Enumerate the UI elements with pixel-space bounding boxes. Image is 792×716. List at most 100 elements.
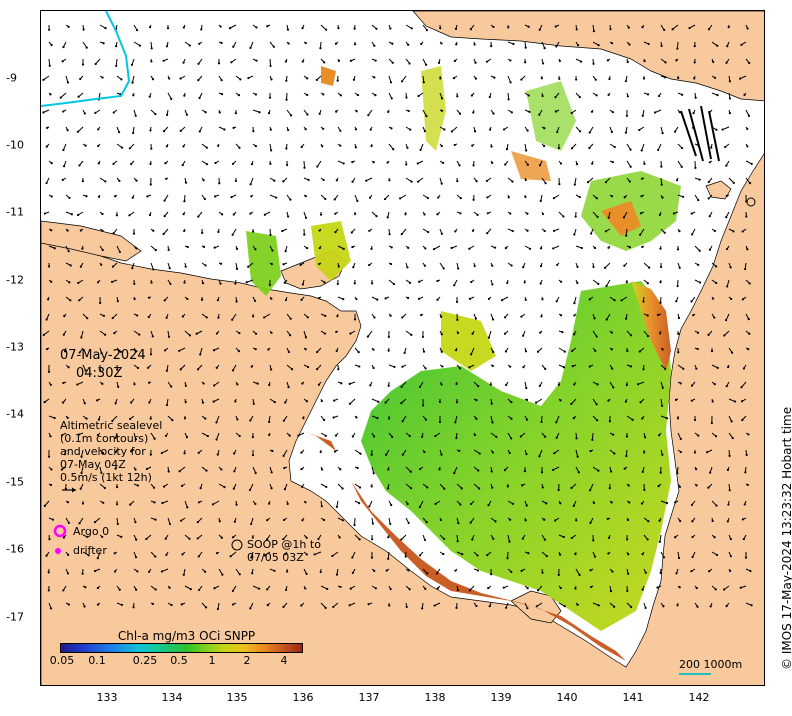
velocity-arrow-head — [154, 518, 157, 521]
velocity-arrow — [252, 109, 260, 113]
velocity-arrow-head — [624, 400, 627, 403]
velocity-arrow-head — [539, 199, 542, 203]
lon-tick-133: 133 — [96, 691, 118, 704]
velocity-arrow-head — [440, 97, 444, 100]
velocity-arrow-head — [708, 248, 712, 251]
drifter-dot-icon — [55, 547, 61, 554]
velocity-arrow-head — [716, 366, 719, 369]
velocity-arrow-head — [438, 468, 441, 471]
velocity-arrow-head — [165, 316, 168, 319]
velocity-arrow-head — [48, 538, 51, 541]
velocity-arrow-head — [149, 183, 152, 186]
velocity-arrow-head — [558, 77, 561, 80]
velocity-arrow-head — [526, 129, 529, 132]
velocity-arrow-head — [148, 401, 151, 404]
velocity-arrow-head — [257, 587, 261, 590]
velocity-arrow-head — [366, 335, 369, 338]
altimetry-line-1: Altimetric sealevel — [60, 419, 163, 432]
velocity-arrow-head — [356, 466, 359, 470]
velocity-arrow-head — [473, 433, 476, 437]
velocity-arrow-head — [390, 97, 393, 100]
velocity-arrow-head — [212, 349, 216, 352]
velocity-arrow-head — [559, 399, 562, 402]
velocity-arrow-head — [67, 366, 70, 369]
velocity-arrow-head — [726, 285, 729, 288]
velocity-arrow-head — [588, 298, 591, 301]
velocity-arrow-head — [491, 364, 494, 367]
velocity-arrow-head — [62, 536, 65, 539]
velocity-arrow-head — [120, 603, 124, 607]
velocity-arrow — [433, 245, 441, 250]
velocity-arrow — [524, 143, 527, 151]
velocity-arrow-head — [417, 94, 420, 98]
velocity-arrow-head — [249, 419, 252, 422]
velocity-arrow-head — [588, 146, 591, 150]
velocity-arrow-head — [555, 300, 558, 303]
velocity-arrow-head — [491, 264, 494, 267]
velocity-arrow-head — [542, 62, 545, 65]
velocity-arrow-head — [400, 80, 404, 83]
velocity-arrow — [507, 75, 512, 83]
velocity-arrow-head — [100, 471, 103, 474]
velocity-arrow — [535, 398, 543, 404]
velocity-arrow-head — [604, 181, 608, 184]
velocity-arrow-head — [424, 587, 427, 590]
velocity-arrow-head — [186, 245, 189, 249]
velocity-arrow-head — [182, 145, 185, 148]
velocity-arrow — [626, 160, 632, 167]
velocity-arrow-head — [286, 28, 290, 31]
velocity-arrow-head — [708, 570, 711, 573]
velocity-arrow-head — [163, 299, 166, 302]
velocity-arrow-head — [676, 417, 680, 420]
velocity-arrow-head — [218, 520, 221, 523]
velocity-arrow-head — [162, 485, 166, 488]
velocity-arrow-head — [165, 553, 168, 557]
velocity-arrow-head — [197, 588, 201, 592]
velocity-arrow-head — [138, 333, 141, 336]
velocity-arrow-head — [423, 264, 426, 267]
velocity-arrow-head — [162, 232, 165, 236]
velocity-arrow-head — [715, 553, 719, 557]
velocity-arrow-head — [316, 350, 319, 354]
velocity-arrow-head — [389, 588, 392, 591]
velocity-arrow-head — [145, 537, 148, 541]
velocity-arrow-head — [678, 266, 681, 269]
velocity-arrow-head — [570, 486, 573, 490]
velocity-arrow-head — [188, 44, 191, 47]
velocity-arrow-head — [710, 350, 714, 353]
velocity-arrow-head — [748, 332, 751, 335]
velocity-arrow-head — [217, 144, 220, 147]
velocity-arrow-head — [605, 284, 608, 288]
velocity-arrow-head — [594, 78, 597, 81]
velocity-arrow-head — [620, 299, 623, 302]
velocity-arrow-head — [304, 336, 308, 339]
velocity-arrow-head — [690, 570, 693, 573]
velocity-arrow-head — [573, 383, 576, 386]
velocity-arrow — [641, 143, 645, 151]
velocity-arrow-head — [333, 399, 336, 402]
velocity-arrow-head — [440, 315, 443, 318]
velocity-arrow-head — [728, 112, 731, 115]
velocity-arrow-head — [152, 229, 155, 232]
velocity-arrow — [371, 398, 379, 403]
velocity-arrow-head — [710, 146, 713, 149]
velocity-arrow-head — [727, 503, 730, 506]
velocity-arrow-head — [628, 501, 631, 504]
velocity-arrow-head — [713, 316, 716, 319]
velocity-arrow-head — [169, 282, 172, 286]
velocity-arrow-head — [725, 164, 728, 167]
velocity-arrow-head — [693, 451, 697, 454]
velocity-arrow-head — [572, 417, 575, 420]
velocity-arrow-head — [391, 61, 394, 64]
velocity-arrow-head — [230, 195, 233, 199]
velocity-arrow-head — [493, 246, 497, 249]
velocity-arrow-head — [116, 503, 119, 506]
velocity-arrow-head — [629, 334, 633, 337]
velocity-arrow-head — [629, 365, 633, 368]
velocity-arrow-head — [321, 145, 324, 148]
velocity-arrow-head — [372, 366, 375, 370]
velocity-arrow-head — [356, 93, 360, 97]
velocity-arrow-head — [85, 195, 88, 198]
velocity-arrow-head — [67, 25, 70, 28]
velocity-arrow-head — [389, 27, 392, 30]
